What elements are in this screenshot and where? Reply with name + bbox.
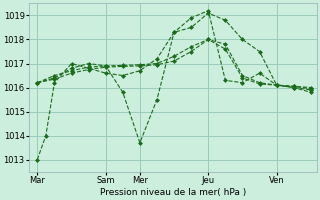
X-axis label: Pression niveau de la mer( hPa ): Pression niveau de la mer( hPa ) <box>100 188 246 197</box>
